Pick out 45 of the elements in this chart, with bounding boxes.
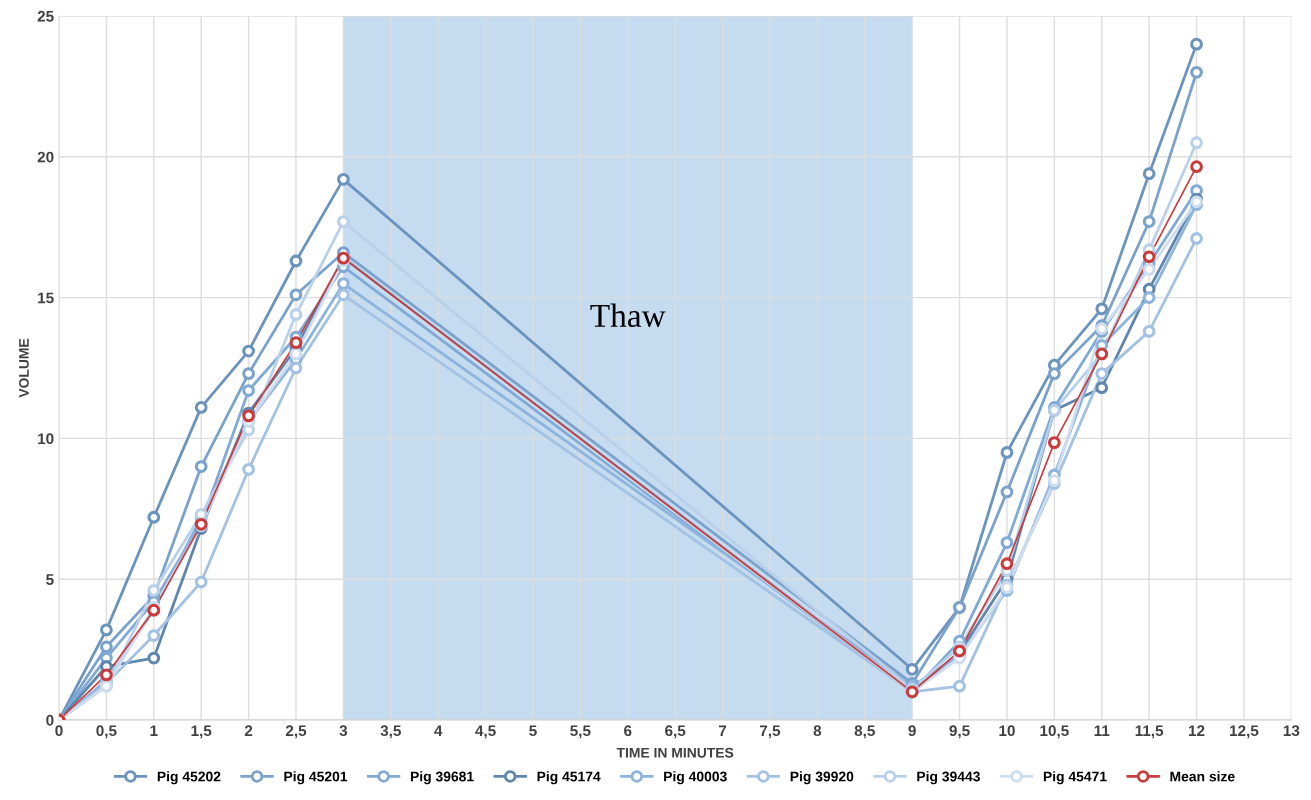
legend-label: Pig 45202 xyxy=(157,771,221,785)
x-tick-label: 8 xyxy=(813,725,822,737)
x-tick-label: 9,5 xyxy=(949,725,970,739)
x-tick-label: 11 xyxy=(1094,725,1110,736)
x-tick-label: 4 xyxy=(434,725,443,736)
x-tick-label: 6,5 xyxy=(665,725,686,739)
y-tick-label: 10 xyxy=(38,433,54,445)
x-tick-label: 1,5 xyxy=(191,725,212,739)
x-tick-label: 3,5 xyxy=(380,725,401,739)
band-label: Thaw xyxy=(590,303,666,328)
x-tick-label: 12,5 xyxy=(1230,725,1259,739)
x-tick-label: 1 xyxy=(150,725,158,736)
x-tick-label: 7 xyxy=(718,725,727,736)
x-tick-label: 0,5 xyxy=(96,725,117,739)
x-tick-label: 12 xyxy=(1189,725,1205,736)
legend-label: Mean size xyxy=(1170,771,1235,782)
legend-label: Pig 39920 xyxy=(790,771,854,785)
y-tick-label: 25 xyxy=(37,10,54,22)
legend-label: Pig 39681 xyxy=(410,771,474,785)
x-tick-label: 6 xyxy=(624,725,632,737)
x-tick-label: 2,5 xyxy=(285,725,307,739)
legend-label: Pig 45471 xyxy=(1043,771,1107,785)
legend-label: Pig 45174 xyxy=(537,771,601,785)
x-tick-label: 10,5 xyxy=(1040,725,1069,739)
y-tick-label: 0 xyxy=(46,714,54,726)
y-tick-label: 5 xyxy=(46,574,54,585)
x-tick-label: 4,5 xyxy=(475,725,496,739)
legend-label: Pig 40003 xyxy=(664,771,727,785)
y-tick-label: 20 xyxy=(37,151,54,163)
y-axis-title: VOLUME xyxy=(19,338,29,398)
x-tick-label: 9 xyxy=(908,725,916,737)
x-tick-label: 0 xyxy=(55,725,63,737)
y-tick-label: 15 xyxy=(38,292,54,304)
x-axis-title: TIME IN MINUTES xyxy=(616,747,734,758)
x-tick-label: 8,5 xyxy=(854,725,875,739)
x-tick-label: 5,5 xyxy=(570,725,591,739)
x-tick-label: 7,5 xyxy=(760,725,781,739)
x-tick-label: 11,5 xyxy=(1135,725,1164,739)
x-tick-label: 2 xyxy=(244,725,253,736)
x-tick-label: 10 xyxy=(999,725,1015,737)
x-tick-label: 13 xyxy=(1283,725,1300,737)
legend-label: Pig 45201 xyxy=(284,771,348,785)
x-tick-label: 5 xyxy=(529,725,537,737)
legend-label: Pig 39443 xyxy=(917,771,980,785)
x-tick-label: 3 xyxy=(339,725,348,737)
